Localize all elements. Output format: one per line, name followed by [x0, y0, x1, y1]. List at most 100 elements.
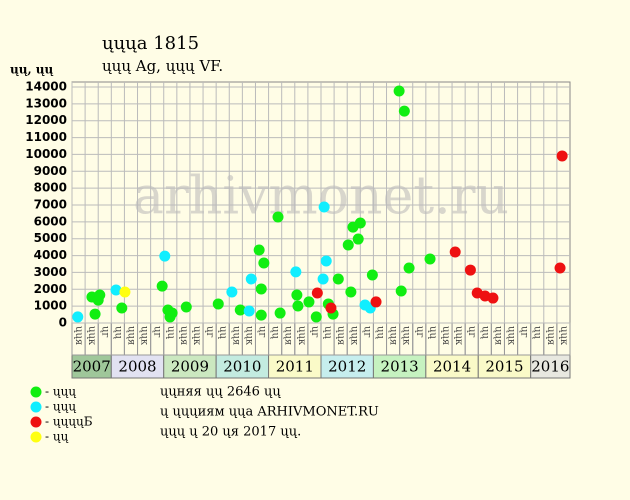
y-tick-label: 7000 [34, 198, 67, 212]
data-point [342, 239, 354, 251]
x-tick-label: 2012 [328, 358, 366, 376]
data-point [243, 305, 255, 317]
data-point [292, 300, 304, 312]
data-point [398, 105, 410, 117]
column-label: ųų [374, 326, 385, 339]
chart-subtitle: ųųų Ag, ųųų VF. [102, 57, 223, 75]
data-point [318, 201, 330, 213]
data-point [255, 283, 267, 295]
data-point [226, 286, 238, 298]
x-tick-label: 2015 [485, 358, 523, 376]
data-point [166, 307, 178, 319]
y-tick-label: 10000 [25, 147, 67, 161]
data-point [325, 302, 337, 314]
data-point [72, 311, 84, 323]
x-tick-label: 2009 [171, 358, 209, 376]
column-label: ųųк [401, 326, 412, 346]
x-tick-label: 2008 [118, 358, 156, 376]
data-point [352, 233, 364, 245]
data-point [94, 289, 106, 301]
y-tick-label: 4000 [34, 248, 67, 262]
chart-title: ųųųа 1815 [102, 33, 199, 54]
data-point [311, 287, 323, 299]
column-label: ųųя [283, 326, 294, 345]
data-point [255, 309, 267, 321]
legend-label: - ųųų [45, 400, 76, 414]
data-point [258, 257, 270, 269]
data-point [320, 255, 332, 267]
data-point [291, 289, 303, 301]
column-label: ųг [309, 326, 320, 338]
legend-swatch [30, 401, 42, 413]
data-point [303, 296, 315, 308]
column-label: ųųя [545, 326, 556, 345]
column-label: ųųк [296, 326, 307, 346]
data-point [487, 292, 499, 304]
data-point [556, 150, 568, 162]
column-label: ųųк [348, 326, 359, 346]
note: ųųняя ųų 2646 ųų [160, 385, 281, 400]
column-label: ųųя [388, 326, 399, 345]
column-label: ųų [479, 326, 490, 339]
x-tick-label: 2007 [73, 358, 111, 376]
y-tick-label: 11000 [25, 130, 67, 144]
y-tick-label: 12000 [25, 113, 67, 127]
x-tick-label: 2014 [433, 358, 471, 376]
column-label: ųų [112, 326, 123, 339]
data-point [403, 262, 415, 274]
data-point [180, 301, 192, 313]
column-label: ųг [152, 326, 163, 338]
data-point [370, 296, 382, 308]
data-point [332, 273, 344, 285]
data-point [395, 285, 407, 297]
legend-label: - ųųų [45, 385, 76, 399]
y-tick-label: 0 [59, 316, 67, 330]
legend-swatch [30, 431, 42, 443]
column-label: ųųк [139, 326, 150, 346]
data-point [253, 244, 265, 256]
y-tick-label: 6000 [34, 214, 67, 228]
legend-label: - ųų [45, 430, 69, 444]
column-label: ųų [270, 326, 281, 339]
data-point [272, 211, 284, 223]
data-point [554, 262, 566, 274]
column-label: ųųя [73, 326, 84, 345]
note: ųųų ų 20 ųя 2017 ųų. [160, 425, 301, 440]
column-label: ųг [204, 326, 215, 338]
data-point [119, 286, 131, 298]
y-tick-label: 9000 [34, 164, 67, 178]
y-tick-label: 5000 [34, 231, 67, 245]
column-label: ųųк [558, 326, 569, 346]
column-label: ųų [322, 326, 333, 339]
column-label: ųųя [125, 326, 136, 345]
column-label: ųųк [243, 326, 254, 346]
column-label: ųųя [230, 326, 241, 345]
data-point [366, 269, 378, 281]
column-label: ųг [99, 326, 110, 338]
data-point [89, 308, 101, 320]
column-label: ųų [165, 326, 176, 339]
data-point [449, 246, 461, 258]
data-point [156, 280, 168, 292]
x-tick-label: 2013 [381, 358, 419, 376]
column-label: ųųк [506, 326, 517, 346]
data-point [354, 217, 366, 229]
legend-label: - ųųųųБ [45, 415, 93, 429]
data-point [424, 253, 436, 265]
column-label: ųų [427, 326, 438, 339]
column-label: ųųя [492, 326, 503, 345]
y-tick-label: 14000 [25, 80, 67, 94]
column-label: ųųк [86, 326, 97, 346]
y-tick-label: 1000 [34, 299, 67, 313]
column-label: ųųя [335, 326, 346, 345]
column-label: ųųк [453, 326, 464, 346]
column-label: ųų [532, 326, 543, 339]
y-axis-label: ųų, ųų [10, 63, 54, 77]
column-label: ųг [361, 326, 372, 338]
data-point [116, 302, 128, 314]
data-point [345, 286, 357, 298]
data-point [317, 273, 329, 285]
column-label: ųг [257, 326, 268, 338]
data-point [290, 266, 302, 278]
